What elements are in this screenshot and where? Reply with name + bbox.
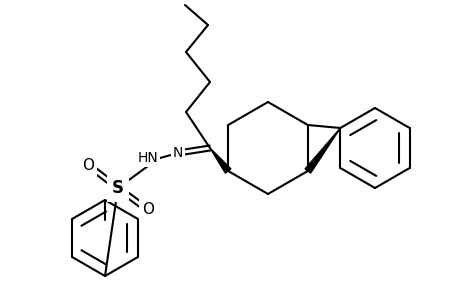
Text: O: O [142, 202, 154, 217]
Text: N: N [173, 146, 183, 160]
Text: HN: HN [137, 151, 158, 165]
Polygon shape [304, 128, 340, 173]
Text: O: O [82, 158, 94, 172]
Text: S: S [112, 179, 124, 197]
Polygon shape [210, 148, 230, 173]
